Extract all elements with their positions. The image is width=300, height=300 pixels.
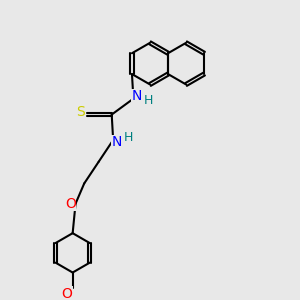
Text: H: H (124, 131, 133, 144)
Text: H: H (144, 94, 153, 106)
Text: O: O (65, 197, 76, 211)
Text: O: O (61, 287, 72, 300)
Text: N: N (111, 135, 122, 149)
Text: S: S (76, 105, 85, 119)
Text: N: N (132, 89, 142, 103)
